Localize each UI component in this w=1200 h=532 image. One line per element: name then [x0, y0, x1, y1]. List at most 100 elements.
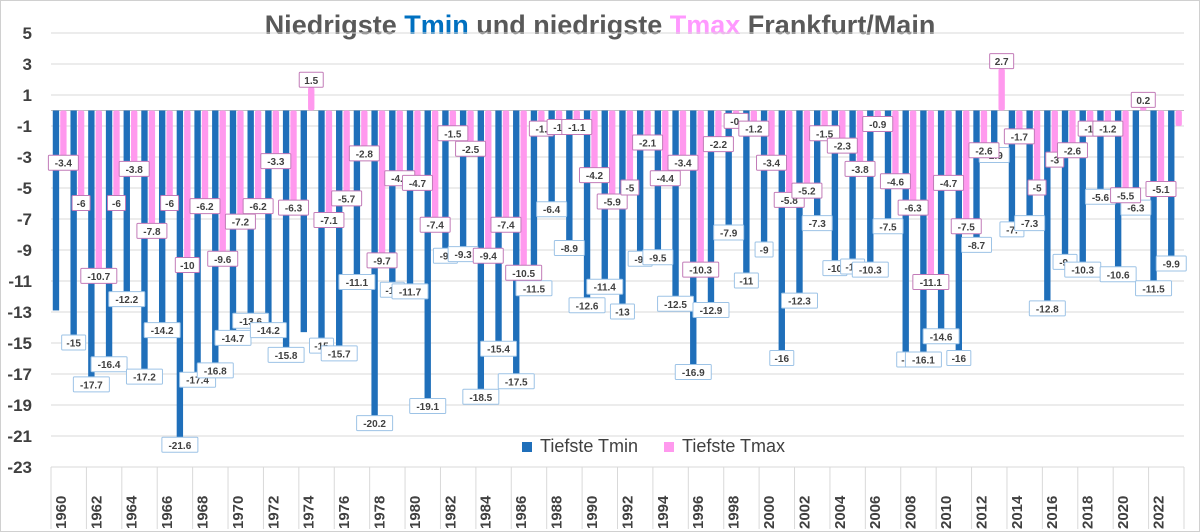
tmin-data-label-box: [586, 278, 624, 295]
tmin-bar: [814, 110, 821, 224]
tmax-data-label-box: [950, 218, 982, 235]
y-tick-label: -3: [17, 148, 32, 167]
y-tick-label: -19: [7, 396, 32, 415]
tmax-data-label-text: -2.8: [356, 149, 374, 160]
tmax-data-label-box: [1092, 120, 1124, 137]
tmin-bar: [760, 110, 768, 250]
tmax-data-label-box: [682, 261, 720, 278]
tmax-data-label-text: -3.4: [763, 159, 781, 170]
tmin-bar: [1097, 110, 1104, 198]
tmin-bar: [725, 110, 732, 233]
tmin-data-label-text: -12.3: [788, 297, 811, 308]
tmax-data-label-box: [242, 198, 274, 215]
tmax-data-label-text: -6: [165, 199, 174, 210]
tmax-data-label: -7.4: [419, 216, 451, 233]
tmin-data-label-box: [642, 249, 674, 266]
tmax-data-label: -5.7: [331, 190, 363, 207]
tmin-data-label-text: -15.8: [275, 351, 298, 362]
tmax-data-label-text: -3.4: [55, 159, 73, 170]
tmax-bar: [414, 110, 421, 184]
tmin-data-label-text: -5.6: [1092, 193, 1110, 204]
tmax-bar: [1157, 110, 1165, 190]
tmax-bar: [396, 110, 403, 179]
x-tick-label: 2014: [1009, 495, 1026, 529]
tmax-data-label-text: -2.5: [462, 145, 480, 156]
tmax-data-label-box: [160, 195, 180, 211]
tmax-data-label-box: [879, 173, 911, 190]
tmax-bar: [1033, 110, 1041, 188]
tmax-data-label-text: -5.5: [1117, 191, 1135, 202]
tmin-bar: [300, 110, 307, 333]
tmin-data-label-box: [409, 398, 447, 415]
tmax-data-label: -0.9: [862, 115, 894, 132]
tmin-data-label: -8.9: [553, 239, 585, 256]
x-tick-label: 2004: [832, 495, 849, 529]
tmax-bar: [715, 110, 722, 145]
x-tick-label: 1990: [584, 496, 601, 529]
tmin-data-label-box: [480, 340, 518, 357]
tmax-data-label-box: [47, 154, 79, 171]
tmin-bar: [672, 110, 679, 305]
tmin-data-label-box: [161, 436, 199, 453]
tmin-data-label-box: [1014, 215, 1046, 232]
tmax-data-label-text: 1.5: [304, 76, 318, 87]
tmax-data-label-text: -1.2: [745, 125, 763, 136]
tmin-data-label-box: [72, 376, 110, 393]
tmin-bar: [52, 110, 60, 311]
tmax-data-label: -6.2: [242, 198, 274, 215]
tmin-data-label-text: -6.4: [543, 205, 561, 216]
tmax-data-label: -6.3: [278, 199, 310, 216]
title-part-2: und niedrigste: [468, 10, 670, 40]
tmin-bar: [1044, 110, 1051, 309]
tmax-data-label: 0.2: [1130, 91, 1156, 108]
tmax-data-label-text: -4.7: [940, 179, 958, 190]
tmin-data-label-box: [851, 261, 889, 278]
tmin-data-label-box: [1155, 255, 1187, 272]
tmin-bar: [459, 110, 467, 255]
tmax-bar: [467, 110, 474, 150]
tmax-bar: [60, 110, 67, 164]
tmax-data-label-text: -1.7: [1011, 132, 1029, 143]
tmax-data-label-box: [912, 274, 950, 291]
tmax-data-label-text: -4.6: [887, 177, 905, 188]
tmax-data-label: -4.7: [401, 174, 433, 191]
tmax-data-label: -4.4: [649, 170, 681, 187]
tmax-data-label: -6: [160, 195, 180, 211]
y-tick-label: -13: [7, 303, 32, 322]
tmax-data-label-text: -5: [1033, 184, 1042, 195]
tmax-data-label-box: [1145, 181, 1177, 198]
tmin-data-label-box: [462, 388, 500, 405]
tmin-bar: [70, 110, 77, 343]
tmax-data-label-box: [756, 154, 788, 171]
y-tick-label: -21: [7, 427, 32, 446]
tmin-bar: [141, 110, 148, 378]
tmax-data-label-text: -3.3: [267, 157, 285, 168]
tmax-bar: [485, 110, 492, 257]
tmax-bar: [343, 110, 350, 199]
tmax-data-label-box: [260, 153, 292, 170]
tmax-data-label-text: -1.: [536, 125, 548, 136]
tmin-data-label: -9: [754, 241, 774, 258]
tmin-data-label-text: -7.5: [879, 222, 897, 233]
tmin-data-label: -5.6: [1084, 188, 1116, 205]
x-tick-label: 1998: [726, 496, 743, 529]
tmax-data-label-text: -4.7: [409, 179, 427, 190]
tmax-data-label-text: -6.3: [285, 204, 303, 215]
tmax-bar: [980, 110, 988, 151]
tmax-bar: [361, 110, 368, 154]
tmin-data-label: -10.6: [1099, 266, 1137, 283]
tmax-data-label-text: -6.2: [250, 202, 268, 213]
tmax-data-label-text: -3: [1050, 156, 1059, 167]
tmax-data-label: -5.9: [596, 193, 628, 210]
tmin-data-label-text: -11.4: [594, 283, 617, 294]
tmax-data-label: -10.5: [505, 264, 543, 281]
x-tick-label: 1976: [336, 496, 353, 529]
tmax-bar: [1122, 110, 1129, 196]
tmin-data-label-text: -12.6: [576, 301, 599, 312]
tmin-data-label-text: -14.6: [930, 332, 953, 343]
tmax-data-label-text: -4.4: [391, 174, 409, 185]
tmin-data-label: -7.3: [801, 215, 833, 232]
tmin-data-label: -12.5: [657, 295, 695, 312]
tmax-data-label: -7.8: [136, 222, 168, 239]
tmax-data-label-box: [968, 142, 1000, 159]
